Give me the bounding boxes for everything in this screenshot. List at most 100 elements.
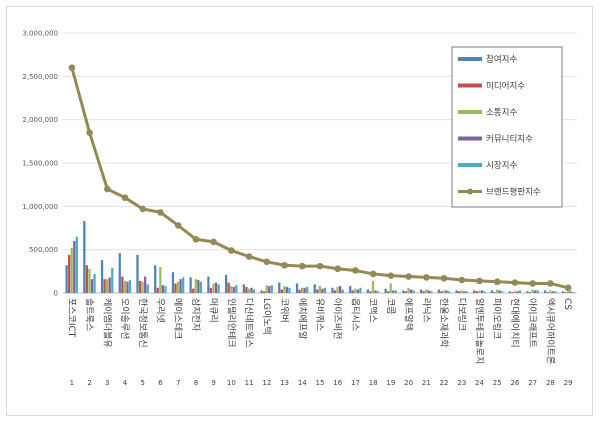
bar-시장지수: [146, 284, 149, 293]
bar-참여지수: [224, 274, 228, 293]
bar-커뮤니티지수: [285, 286, 289, 293]
x-category-label: 라닉스: [420, 298, 431, 323]
x-category-label: 오이솔루션: [119, 298, 130, 339]
bar-시장지수: [341, 289, 344, 293]
bar-커뮤니티지수: [108, 277, 111, 293]
x-index-label: 26: [511, 379, 520, 387]
x-index-label: 23: [457, 379, 466, 387]
bar-커뮤니티지수: [73, 241, 76, 293]
x-category-label: 아이즈비전: [332, 298, 343, 339]
brand-index-line: [68, 64, 572, 292]
x-index-label: 19: [386, 379, 395, 387]
bar-시장지수: [288, 287, 291, 293]
bar-소통지수: [300, 287, 304, 293]
legend-label: 미디어지수: [486, 81, 525, 92]
bar-참여지수: [402, 290, 405, 293]
bar-소통지수: [531, 289, 534, 293]
bar-커뮤니티지수: [427, 290, 430, 293]
bar-소통지수: [318, 286, 321, 293]
bar-참여지수: [349, 286, 352, 293]
bar-커뮤니티지수: [321, 288, 324, 293]
x-category-label: 옵티시스: [349, 298, 360, 331]
bar-시장지수: [75, 236, 78, 293]
bar-소통지수: [230, 286, 233, 293]
x-index-label: 22: [440, 379, 449, 387]
line-point: [121, 194, 129, 201]
bar-참여지수: [83, 221, 86, 293]
bar-커뮤니티지수: [480, 290, 484, 293]
x-index-label: 27: [528, 379, 537, 387]
bar-소통지수: [88, 268, 91, 293]
x-index-label: 11: [245, 379, 254, 387]
legend-label: 브랜드평판지수: [486, 187, 541, 198]
line-point: [511, 279, 519, 286]
bar-시장지수: [182, 277, 185, 293]
bar-미디어지수: [564, 292, 567, 293]
x-category-label: 한울소재과학: [438, 298, 449, 348]
bar-소통지수: [159, 267, 162, 293]
bar-소통지수: [442, 290, 446, 293]
bar-시장지수: [412, 290, 415, 293]
bar-커뮤니티지수: [144, 276, 147, 293]
bar-커뮤니티지수: [445, 290, 448, 293]
x-category-label: 엑시큐어하이트론: [544, 298, 556, 364]
bar-소통지수: [549, 290, 552, 293]
x-category-label: 삼지전자: [190, 298, 201, 332]
bar-소통지수: [460, 290, 463, 293]
bar-참여지수: [366, 289, 370, 293]
bar-참여지수: [118, 253, 121, 293]
bar-시장지수: [306, 286, 309, 293]
line-point: [405, 273, 412, 280]
x-category-label: 포스코ICT: [66, 298, 77, 338]
y-tick-label: 0: [54, 290, 58, 298]
bar-시장지수: [164, 286, 167, 293]
x-index-label: 6: [158, 379, 163, 387]
bar-미디어지수: [121, 276, 124, 293]
bar-참여지수: [295, 283, 299, 293]
bar-미디어지수: [422, 291, 425, 293]
bar-미디어지수: [528, 292, 532, 293]
bars: [65, 221, 575, 293]
bar-미디어지수: [475, 291, 478, 293]
x-index-label: 25: [493, 379, 502, 387]
line-point: [440, 274, 448, 282]
bar-미디어지수: [404, 291, 408, 293]
bar-커뮤니티지수: [197, 280, 200, 293]
bar-참여지수: [419, 289, 423, 293]
x-index-label: 3: [105, 379, 109, 387]
x-category-label: 코콤: [385, 298, 396, 315]
legend-box: [451, 46, 563, 208]
x-index-label: 20: [404, 379, 413, 387]
bar-커뮤니티지수: [179, 279, 182, 293]
bar-참여지수: [171, 272, 175, 293]
bar-커뮤니티지수: [498, 290, 501, 293]
x-category-label: 에이스테크: [172, 298, 183, 339]
x-category-label: 한국정보통신: [137, 298, 148, 348]
bar-커뮤니티지수: [232, 286, 235, 293]
bar-시장지수: [93, 273, 96, 293]
y-tick-label: 3,000,000: [22, 30, 58, 38]
x-index-label: 10: [227, 379, 236, 387]
line-point: [547, 280, 554, 287]
legend-swatch: [458, 57, 482, 61]
bar-미디어지수: [209, 287, 213, 293]
bar-참여지수: [544, 290, 547, 293]
bar-시장지수: [536, 290, 539, 293]
bar-참여지수: [207, 276, 210, 293]
legend-label: 참여지수: [486, 54, 517, 65]
bar-참여지수: [437, 289, 440, 293]
bar-참여지수: [313, 284, 316, 293]
bar-미디어지수: [333, 290, 337, 293]
x-category-label: 아이크래프트: [527, 298, 538, 348]
line-point: [387, 272, 395, 279]
line-point: [104, 185, 111, 193]
x-index-label: 14: [298, 379, 307, 387]
bar-미디어지수: [546, 292, 549, 293]
x-category-label: 솔트룩스: [84, 298, 95, 331]
bar-커뮤니티지수: [463, 291, 466, 293]
line-point: [423, 274, 430, 281]
bar-참여지수: [242, 284, 245, 293]
x-index-label: 24: [475, 379, 484, 387]
bar-커뮤니티지수: [516, 291, 519, 293]
